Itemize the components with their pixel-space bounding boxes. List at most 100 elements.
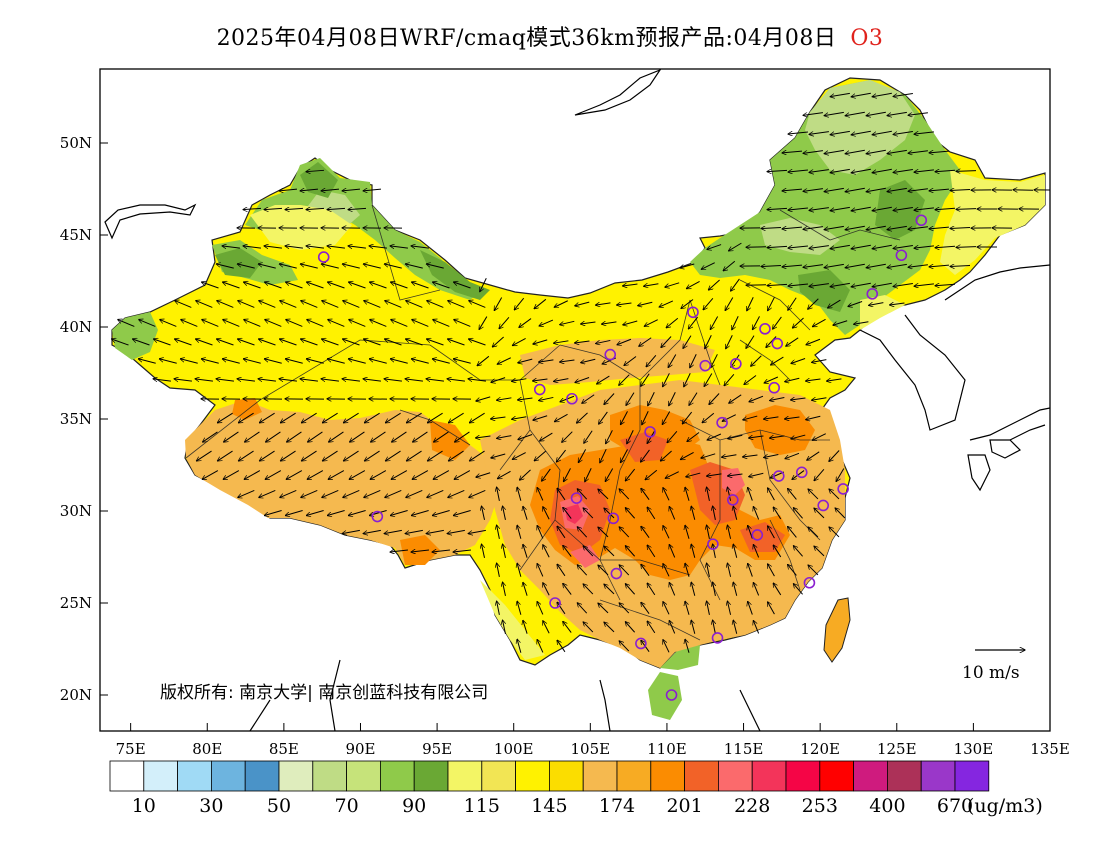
- wind-arrow: [321, 264, 339, 269]
- wind-arrow: [660, 450, 672, 461]
- wind-arrow: [710, 316, 719, 329]
- wind-arrow: [748, 487, 753, 501]
- wind-arrow: [537, 602, 544, 615]
- wind-arrow: [497, 487, 500, 501]
- wind-arrow: [806, 415, 821, 419]
- wind-arrow: [661, 336, 672, 347]
- wind-arrow: [851, 244, 871, 249]
- wind-arrow: [809, 283, 829, 287]
- wind-arrow: [641, 449, 650, 462]
- wind-arrow: [705, 335, 712, 348]
- wind-arrow: [751, 355, 762, 367]
- wind-arrow: [350, 431, 365, 442]
- wind-arrow: [279, 379, 297, 381]
- station-marker: [768, 381, 780, 394]
- wind-arrow: [743, 415, 758, 420]
- wind-arrow: [427, 339, 444, 346]
- colorbar-swatch: [346, 760, 381, 792]
- wind-arrow: [448, 412, 464, 423]
- wind-arrow: [543, 583, 550, 596]
- wind-arrow: [830, 130, 850, 134]
- wind-arrow: [598, 489, 609, 500]
- station-marker: [751, 529, 764, 541]
- wind-arrow: [139, 320, 156, 327]
- wind-arrow: [791, 434, 806, 439]
- colorbar-swatch: [210, 760, 246, 792]
- wind-arrow: [680, 263, 695, 268]
- wind-arrow: [577, 603, 588, 614]
- wind-arrow: [265, 282, 282, 289]
- wind-arrow: [348, 509, 366, 515]
- wind-arrow: [411, 359, 429, 364]
- wind-arrow: [196, 339, 213, 346]
- station-marker: [772, 470, 785, 482]
- wind-arrow: [543, 507, 550, 520]
- colorbar-label: 174: [599, 795, 635, 817]
- wind-arrow: [238, 412, 254, 423]
- wind-arrow: [447, 379, 465, 381]
- station-marker: [730, 357, 742, 370]
- wind-arrow: [557, 602, 566, 615]
- wind-arrow: [469, 450, 485, 461]
- station-marker: [604, 348, 617, 361]
- wind-arrow: [773, 507, 782, 520]
- wind-arrow: [914, 170, 934, 172]
- wind-arrow: [604, 508, 615, 519]
- wind-arrow: [301, 412, 317, 423]
- wind-arrow: [301, 339, 318, 346]
- wind-arrow: [432, 359, 450, 364]
- wind-arrow: [771, 356, 784, 365]
- wind-arrow: [890, 303, 905, 305]
- wind-arrow: [406, 450, 422, 461]
- colorbar-swatch: [413, 760, 449, 792]
- wind-arrow: [908, 151, 928, 154]
- wind-arrow: [950, 228, 971, 229]
- wind-arrow: [935, 284, 956, 285]
- wind-arrow: [308, 431, 323, 442]
- station-marker: [711, 632, 724, 644]
- wind-arrow: [773, 583, 782, 596]
- wind-arrow: [258, 264, 276, 269]
- wind-arrow: [619, 489, 630, 500]
- wind-arrow: [285, 359, 303, 364]
- wind-arrow: [768, 297, 775, 310]
- wind-arrow: [447, 529, 465, 533]
- wind-arrow: [469, 490, 486, 497]
- wind-arrow: [713, 506, 716, 520]
- wind-arrow: [872, 130, 892, 134]
- station-marker: [707, 538, 719, 550]
- wind-arrow: [669, 392, 676, 405]
- station-marker: [644, 426, 656, 438]
- wind-arrow: [935, 208, 956, 209]
- wind-arrow: [647, 621, 656, 634]
- wind-arrow: [761, 265, 782, 266]
- wind-arrow: [563, 545, 572, 557]
- wind-arrow: [623, 284, 638, 286]
- wind-arrow: [829, 489, 840, 500]
- wind-arrow: [448, 301, 465, 308]
- wind-arrow: [727, 487, 732, 501]
- wind-arrow: [301, 490, 318, 497]
- wind-arrow: [685, 639, 690, 653]
- wind-arrow: [476, 436, 491, 438]
- colorbar-swatch: [379, 760, 415, 792]
- wind-arrow: [814, 508, 825, 519]
- wind-arrow: [791, 358, 806, 364]
- wind-arrow: [322, 490, 339, 497]
- wind-arrow: [539, 360, 554, 362]
- station-marker: [817, 499, 830, 512]
- wind-arrow: [476, 396, 491, 401]
- wind-arrow: [266, 431, 281, 442]
- lat-tick-label: 45N: [60, 226, 92, 244]
- wind-arrow: [893, 169, 913, 172]
- wind-arrow: [491, 453, 506, 458]
- colorbar-label: 10: [132, 795, 156, 817]
- wind-arrow: [300, 379, 318, 381]
- wind-arrow: [328, 470, 345, 480]
- wind-arrow: [729, 394, 742, 403]
- colorbar-swatch: [515, 760, 550, 792]
- wind-arrow: [764, 417, 779, 419]
- wind-arrow: [264, 208, 283, 209]
- colorbar-swatch: [447, 760, 483, 792]
- wind-arrow: [731, 278, 740, 291]
